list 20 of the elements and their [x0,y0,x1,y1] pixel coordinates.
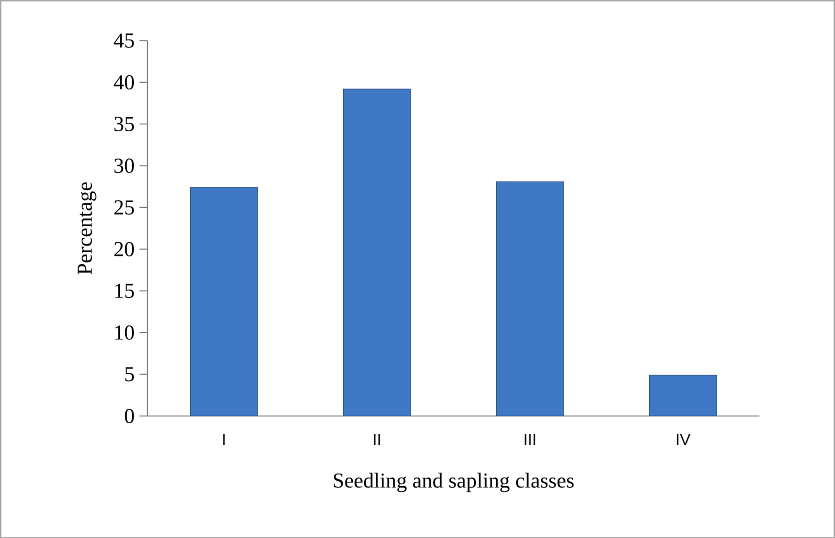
bar [190,186,258,416]
y-tick-label: 35 [114,116,134,131]
x-tick-label: II [374,434,380,445]
y-tick-label: 45 [114,33,134,48]
y-tick-label: 5 [125,366,134,382]
x-tick-label: IV [676,434,690,445]
y-tick-label: 15 [115,284,134,298]
bar [649,374,717,416]
y-tick-label: 0 [124,408,134,423]
y-tick-label: 20 [114,242,134,256]
bar [343,88,411,416]
x-tick-label: I [223,434,225,445]
y-tick-label: 40 [114,74,134,90]
y-axis-title: Percentage [78,182,96,274]
x-axis-title: Seedling and sapling classes [334,472,574,492]
bar [496,181,564,416]
y-tick-label: 30 [114,158,134,173]
x-tick-label: III [524,434,536,445]
y-tick-label: 25 [114,200,134,214]
y-tick-label: 10 [115,325,134,340]
